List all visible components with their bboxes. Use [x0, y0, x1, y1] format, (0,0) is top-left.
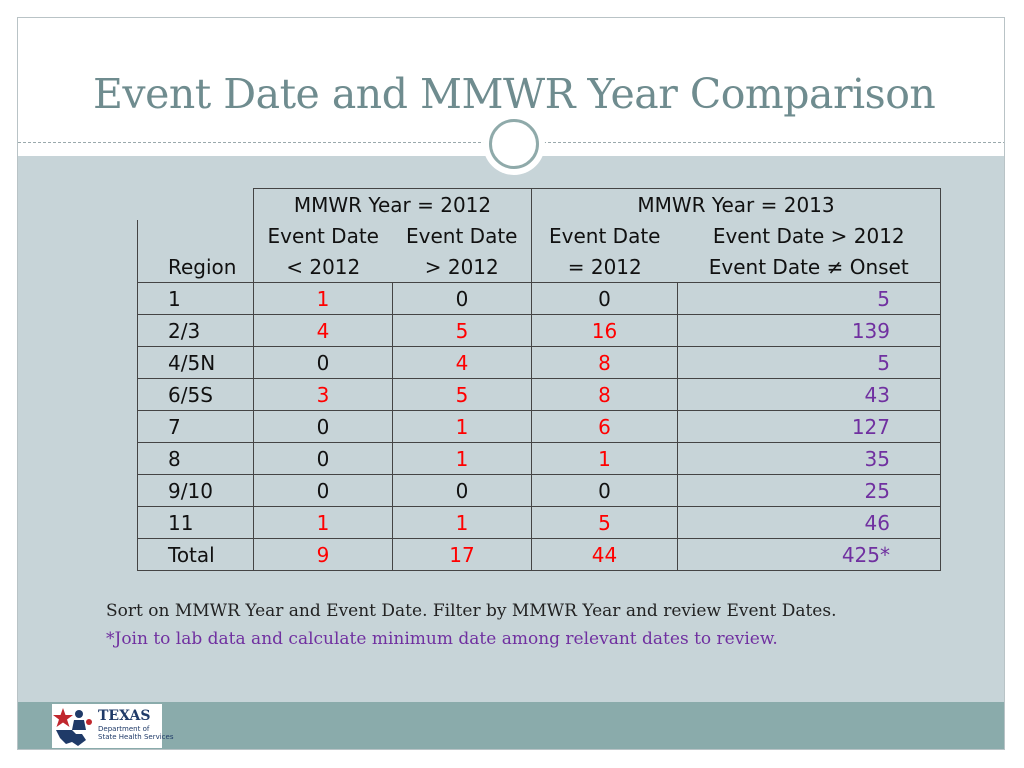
cell-c4: 127: [677, 410, 941, 443]
cell-c4: 5: [677, 346, 941, 379]
col3-header-line1: Event Date: [531, 220, 678, 251]
cell-c1: 0: [253, 442, 393, 475]
table-row: 11 1 1 5 46: [137, 506, 941, 539]
cell-c3: 44: [531, 538, 678, 571]
cell-c1: 1: [253, 506, 393, 539]
col2-header-line1: Event Date: [392, 220, 532, 251]
cell-c2: 1: [392, 442, 532, 475]
table-body: 1 1 0 0 5 2/3 4 5 16 139 4/5N 0 4 8 5 6/5S 3 5 8 43 7 0 1 6 127 8…: [137, 282, 941, 571]
cell-region: 11: [137, 506, 254, 539]
cell-region: 4/5N: [137, 346, 254, 379]
cell-c1: 9: [253, 538, 393, 571]
column-header-row-1: Event Date Event Date Event Date Event D…: [137, 220, 941, 251]
texas-dshs-logo: TEXAS Department of State Health Service…: [52, 704, 173, 748]
logo-subtitle: Department of State Health Services: [98, 725, 173, 741]
cell-region: 7: [137, 410, 254, 443]
cell-c2: 0: [392, 282, 532, 315]
cell-c4: 139: [677, 314, 941, 347]
cell-c3: 0: [531, 282, 678, 315]
cell-c4: 5: [677, 282, 941, 315]
cell-region: 1: [137, 282, 254, 315]
slide-title: Event Date and MMWR Year Comparison: [93, 70, 936, 118]
cell-c4: 43: [677, 378, 941, 411]
cell-c4: 425*: [677, 538, 941, 571]
cell-c4: 25: [677, 474, 941, 507]
group-header-row: MMWR Year = 2012 MMWR Year = 2013: [138, 188, 941, 221]
note-lab-join: *Join to lab data and calculate minimum …: [106, 629, 778, 649]
cell-c2: 0: [392, 474, 532, 507]
logo-subtitle-line2: State Health Services: [98, 733, 174, 741]
col3-header-line2: = 2012: [531, 251, 678, 283]
cell-c1: 1: [253, 282, 393, 315]
cell-c3: 1: [531, 442, 678, 475]
cell-region: 6/5S: [137, 378, 254, 411]
table-row: 2/3 4 5 16 139: [137, 314, 941, 347]
cell-c2: 1: [392, 506, 532, 539]
cell-c1: 0: [253, 346, 393, 379]
group-header-2012: MMWR Year = 2012: [253, 188, 532, 220]
texas-star-icon: [53, 708, 92, 746]
cell-c3: 6: [531, 410, 678, 443]
cell-region: 8: [137, 442, 254, 475]
cell-c3: 8: [531, 378, 678, 411]
logo-subtitle-line1: Department of: [98, 725, 150, 733]
column-header-row-2: Region < 2012 > 2012 = 2012 Event Date ≠…: [137, 251, 941, 283]
divider-ring-icon: [489, 119, 539, 169]
cell-c3: 0: [531, 474, 678, 507]
region-header-top: [137, 220, 254, 251]
cell-c1: 0: [253, 410, 393, 443]
table-row: 8 0 1 1 35: [137, 442, 941, 475]
col2-header-line2: > 2012: [392, 251, 532, 283]
cell-c1: 3: [253, 378, 393, 411]
group-header-2013: MMWR Year = 2013: [531, 188, 941, 220]
cell-c4: 46: [677, 506, 941, 539]
cell-region: 9/10: [137, 474, 254, 507]
cell-c2: 17: [392, 538, 532, 571]
cell-region: Total: [137, 538, 254, 571]
cell-c2: 4: [392, 346, 532, 379]
region-header: Region: [137, 251, 254, 283]
table-row: 9/10 0 0 0 25: [137, 474, 941, 507]
cell-c2: 5: [392, 314, 532, 347]
slide-frame: Event Date and MMWR Year Comparison MMWR…: [17, 17, 1005, 750]
cell-c2: 5: [392, 378, 532, 411]
table-row: 4/5N 0 4 8 5: [137, 346, 941, 379]
col4-header-line2: Event Date ≠ Onset: [677, 251, 941, 283]
cell-region: 2/3: [137, 314, 254, 347]
cell-c4: 35: [677, 442, 941, 475]
cell-c1: 4: [253, 314, 393, 347]
table-row: 6/5S 3 5 8 43: [137, 378, 941, 411]
footer-bar: [18, 702, 1004, 749]
col1-header-line1: Event Date: [253, 220, 393, 251]
table-row: 7 0 1 6 127: [137, 410, 941, 443]
cell-c3: 8: [531, 346, 678, 379]
col4-header-line1: Event Date > 2012: [677, 220, 941, 251]
table-row: Total 9 17 44 425*: [137, 538, 941, 571]
cell-c3: 16: [531, 314, 678, 347]
col1-header-line2: < 2012: [253, 251, 393, 283]
cell-c2: 1: [392, 410, 532, 443]
logo-name: TEXAS: [98, 708, 151, 724]
blank-cell: [138, 189, 254, 221]
cell-c1: 0: [253, 474, 393, 507]
comparison-table: MMWR Year = 2012 MMWR Year = 2013 Event …: [137, 188, 941, 571]
note-sort-filter: Sort on MMWR Year and Event Date. Filter…: [106, 601, 837, 621]
cell-c3: 5: [531, 506, 678, 539]
